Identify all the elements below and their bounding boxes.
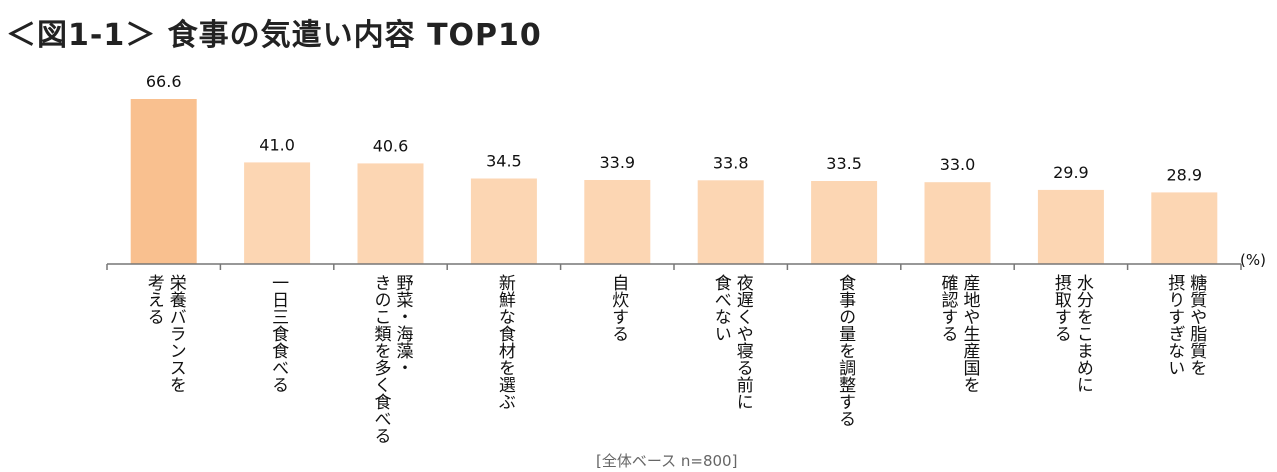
category-label-8: 産地や生産国を 確認する bbox=[937, 274, 980, 393]
base-note: [全体ベース n=800] bbox=[596, 452, 738, 470]
value-label-9: 29.9 bbox=[1053, 163, 1089, 182]
value-label-3: 40.6 bbox=[373, 136, 409, 155]
value-label-2: 41.0 bbox=[259, 135, 295, 154]
bar-7 bbox=[811, 181, 878, 264]
value-label-7: 33.5 bbox=[826, 154, 862, 173]
bar-4 bbox=[470, 178, 537, 264]
value-label-4: 34.5 bbox=[486, 152, 522, 171]
value-label-5: 33.9 bbox=[599, 153, 635, 172]
bar-3 bbox=[357, 163, 424, 264]
category-label-2: 一日三食食べる bbox=[268, 274, 289, 393]
category-label-4: 新鮮な食材を選ぶ bbox=[494, 274, 515, 410]
value-label-8: 33.0 bbox=[940, 155, 976, 174]
chart-title: ＜図1-1＞ 食事の気遣い内容 TOP10 bbox=[6, 18, 542, 53]
bar-5 bbox=[584, 180, 651, 264]
bar-10 bbox=[1151, 192, 1218, 264]
category-label-1: 栄養バランスを 考える bbox=[143, 274, 186, 393]
category-label-10: 糖質や脂質を 摂りすぎない bbox=[1164, 274, 1207, 376]
category-label-7: 食事の量を調整する bbox=[835, 274, 856, 427]
bar-6 bbox=[697, 180, 764, 264]
value-label-10: 28.9 bbox=[1166, 165, 1202, 184]
bar-8 bbox=[924, 182, 991, 264]
value-label-6: 33.8 bbox=[713, 153, 749, 172]
category-label-5: 自炊する bbox=[608, 274, 629, 342]
category-label-3: 野菜・海藻・ きのこ類を多く食べる bbox=[370, 274, 413, 444]
bar-9 bbox=[1037, 189, 1104, 264]
value-label-1: 66.6 bbox=[146, 72, 182, 91]
bar-1 bbox=[130, 99, 197, 264]
category-label-6: 夜遅くや寝る前に 食べない bbox=[710, 274, 753, 410]
category-label-9: 水分をこまめに 摂取する bbox=[1050, 274, 1093, 393]
bar-2 bbox=[244, 162, 311, 264]
unit-label: (%) bbox=[1240, 251, 1266, 269]
